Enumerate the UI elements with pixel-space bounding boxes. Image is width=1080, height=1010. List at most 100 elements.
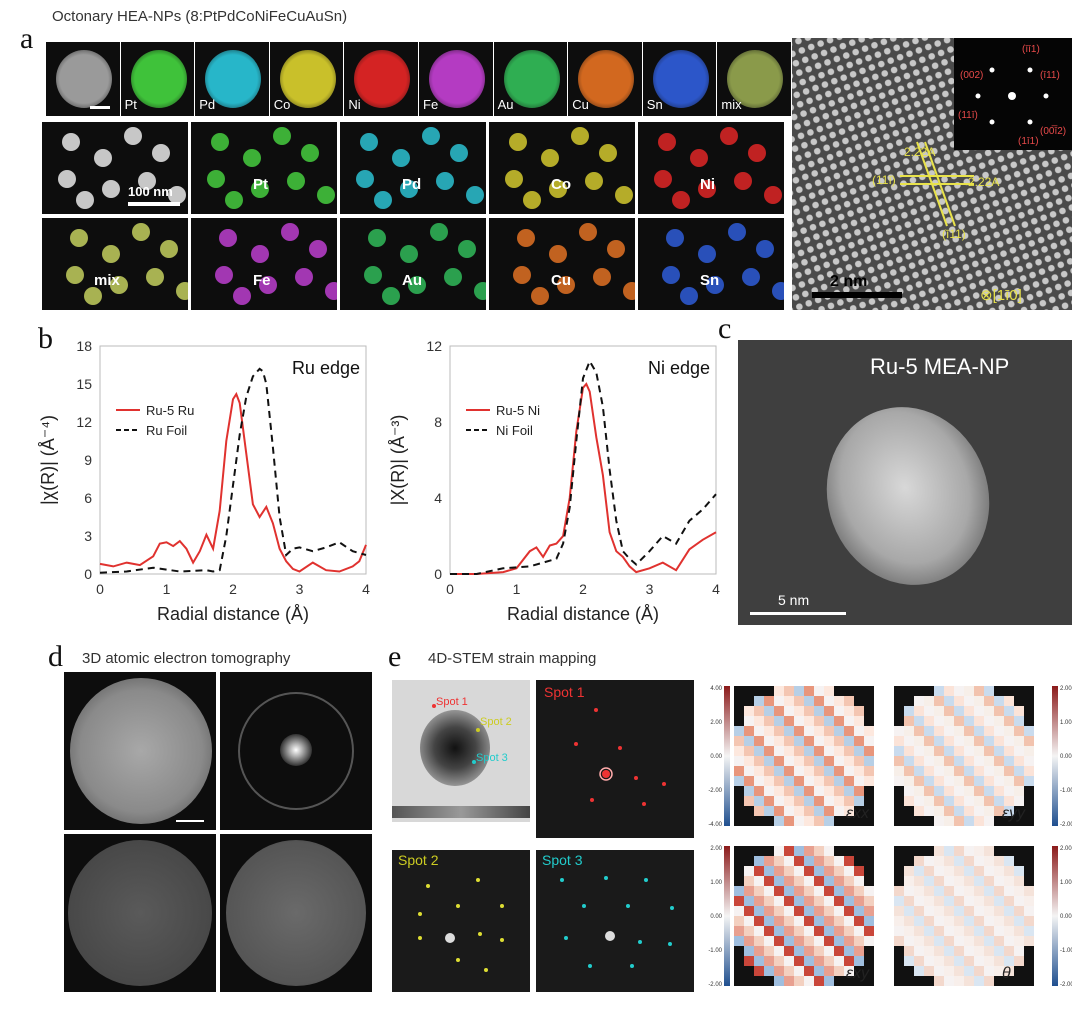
strain-pixel: [984, 916, 994, 926]
y-axis-label: |X(R)| (Å⁻³): [388, 415, 408, 506]
strain-pixel: [934, 966, 944, 976]
strain-pixel: [904, 956, 914, 966]
strain-pixel: [1004, 896, 1014, 906]
element-map-tile: Pt: [120, 42, 195, 116]
particle: [571, 126, 589, 145]
particle: [94, 149, 112, 168]
strain-pixel: [924, 756, 934, 766]
strain-pixel: [914, 756, 924, 766]
strain-pixel: [804, 736, 814, 746]
strain-pixel: [904, 906, 914, 916]
strain-pixel: [744, 926, 754, 936]
strain-pixel: [824, 736, 834, 746]
strain-pixel: [914, 726, 924, 736]
element-label: Cu: [551, 272, 571, 289]
strain-pixel: [854, 906, 864, 916]
strain-pixel: [924, 956, 934, 966]
strain-pixel: [764, 696, 774, 706]
strain-pixel: [894, 726, 904, 736]
strain-pixel: [804, 876, 814, 886]
strain-pixel: [744, 776, 754, 786]
strain-pixel: [784, 756, 794, 766]
strain-pixel: [944, 746, 954, 756]
particle: [70, 229, 88, 248]
strain-pixel: [784, 736, 794, 746]
strain-pixel: [804, 906, 814, 916]
particle: [549, 179, 567, 198]
strain-pixel: [794, 896, 804, 906]
strain-pixel: [964, 936, 974, 946]
strain-pixel: [994, 776, 1004, 786]
strain-pixel: [994, 746, 1004, 756]
fft-label-5: (1ī1): [1018, 136, 1039, 147]
strain-pixel: [844, 866, 854, 876]
strain-pixel: [834, 936, 844, 946]
particle: [207, 170, 225, 188]
particle: [742, 267, 760, 286]
strain-pixel: [924, 706, 934, 716]
element-label: Ni: [348, 97, 361, 112]
strain-pixel: [824, 926, 834, 936]
strain-pixel: [1014, 706, 1024, 716]
strain-pixel: [894, 926, 904, 936]
y-tick-label: 15: [76, 376, 92, 392]
scale-bar: [128, 202, 180, 206]
particle: [756, 240, 774, 259]
strain-pixel: [804, 956, 814, 966]
strain-pixel: [904, 936, 914, 946]
strain-pixel: [784, 876, 794, 886]
strain-pixel: [814, 896, 824, 906]
strain-pixel: [954, 706, 964, 716]
particle: [287, 171, 305, 190]
strain-pixel: [794, 746, 804, 756]
strain-pixel: [824, 946, 834, 956]
strain-pixel: [944, 946, 954, 956]
nanoparticle-map: [429, 50, 485, 108]
strain-pixel: [904, 726, 914, 736]
strain-pixel: [784, 926, 794, 936]
strain-pixel: [854, 916, 864, 926]
scale-bar: [750, 612, 846, 615]
strain-pixel: [984, 706, 994, 716]
strain-pixel: [824, 796, 834, 806]
particle: [615, 186, 633, 204]
strain-pixel: [974, 816, 984, 826]
strain-pixel: [744, 706, 754, 716]
strain-pixel: [974, 916, 984, 926]
series-line: [99, 391, 367, 573]
element-label: Pd: [199, 97, 216, 112]
particle: [58, 170, 76, 188]
nanoparticle: [802, 384, 1014, 608]
strain-pixel: [964, 976, 974, 986]
strain-pixel: [904, 896, 914, 906]
strain-pixel: [734, 896, 744, 906]
strain-pixel: [834, 796, 844, 806]
scale-bar: [812, 292, 902, 298]
strain-pixel: [934, 806, 944, 816]
strain-pixel: [944, 846, 954, 856]
strain-pixel: [864, 756, 874, 766]
strain-pixel: [924, 796, 934, 806]
strain-pixel: [984, 956, 994, 966]
strain-pixel: [934, 796, 944, 806]
strain-pixel: [1024, 756, 1034, 766]
strain-pixel: [824, 726, 834, 736]
strain-pixel: [804, 756, 814, 766]
strain-pixel: [774, 846, 784, 856]
particle: [211, 133, 229, 152]
strain-pixel: [754, 966, 764, 976]
strain-pixel: [1004, 776, 1014, 786]
strain-pixel: [844, 856, 854, 866]
strain-pixel: [804, 726, 814, 736]
strain-pixel: [1004, 696, 1014, 706]
strain-pixel: [1014, 736, 1024, 746]
strain-pixel: [904, 946, 914, 956]
strain-pixel: [964, 956, 974, 966]
colorbar-tick: 4.00: [710, 686, 722, 692]
strain-pixel: [934, 686, 944, 696]
strain-pixel: [804, 866, 814, 876]
strain-pixel: [1014, 946, 1024, 956]
strain-pixel: [904, 756, 914, 766]
strain-pixel: [804, 686, 814, 696]
strain-pixel: [1014, 876, 1024, 886]
